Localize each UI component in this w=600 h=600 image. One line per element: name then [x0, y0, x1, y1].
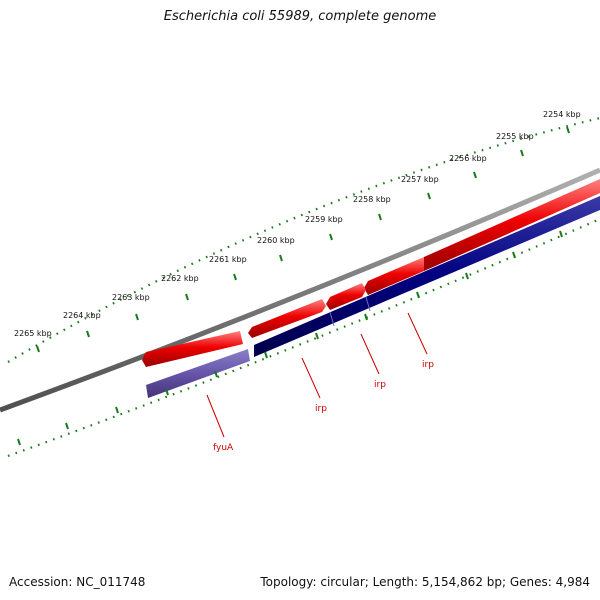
kbp-label: 2264 kbp [63, 311, 101, 320]
forward-feature [424, 179, 600, 271]
map-title: Escherichia coli 55989, complete genome [163, 9, 437, 24]
reverse-feature-fyuA [146, 349, 250, 398]
kbp-label: 2262 kbp [161, 274, 199, 283]
outer-ruler-major-ticks [36, 126, 570, 353]
forward-feature [326, 283, 366, 310]
kbp-label: 2258 kbp [353, 195, 391, 204]
genome-summary-text: Topology: circular; Length: 5,154,862 bp… [260, 575, 590, 589]
gene-label-irp: irp [374, 380, 386, 390]
inner-ruler-major-ticks [17, 230, 563, 446]
kbp-label: 2256 kbp [449, 154, 487, 163]
feature-boundary [329, 311, 335, 327]
reverse-strand-features [146, 196, 600, 398]
kbp-label: 2261 kbp [209, 255, 247, 264]
gene-label-irp: irp [315, 404, 327, 414]
kbp-label: 2255 kbp [496, 132, 534, 141]
accession-text: Accession: NC_011748 [9, 575, 146, 589]
genome-backbone [0, 167, 600, 413]
inner-ruler-track [7, 217, 600, 458]
feature-boundary [365, 296, 371, 312]
forward-feature [142, 331, 243, 367]
outer-ruler-track [7, 116, 600, 363]
gene-label-irp: irp [422, 360, 434, 370]
kbp-label: 2259 kbp [305, 215, 343, 224]
kbp-label: 2263 kbp [112, 293, 150, 302]
forward-feature [364, 257, 424, 295]
reverse-feature [254, 196, 600, 357]
gene-label-fyuA: fyuA [213, 443, 234, 453]
forward-feature [248, 299, 326, 338]
forward-strand-features [142, 179, 600, 367]
kbp-label: 2260 kbp [257, 236, 295, 245]
kbp-label: 2254 kbp [543, 110, 581, 119]
kbp-label: 2265 kbp [14, 329, 52, 338]
gene-leader-lines [206, 312, 428, 438]
kbp-label: 2257 kbp [401, 175, 439, 184]
